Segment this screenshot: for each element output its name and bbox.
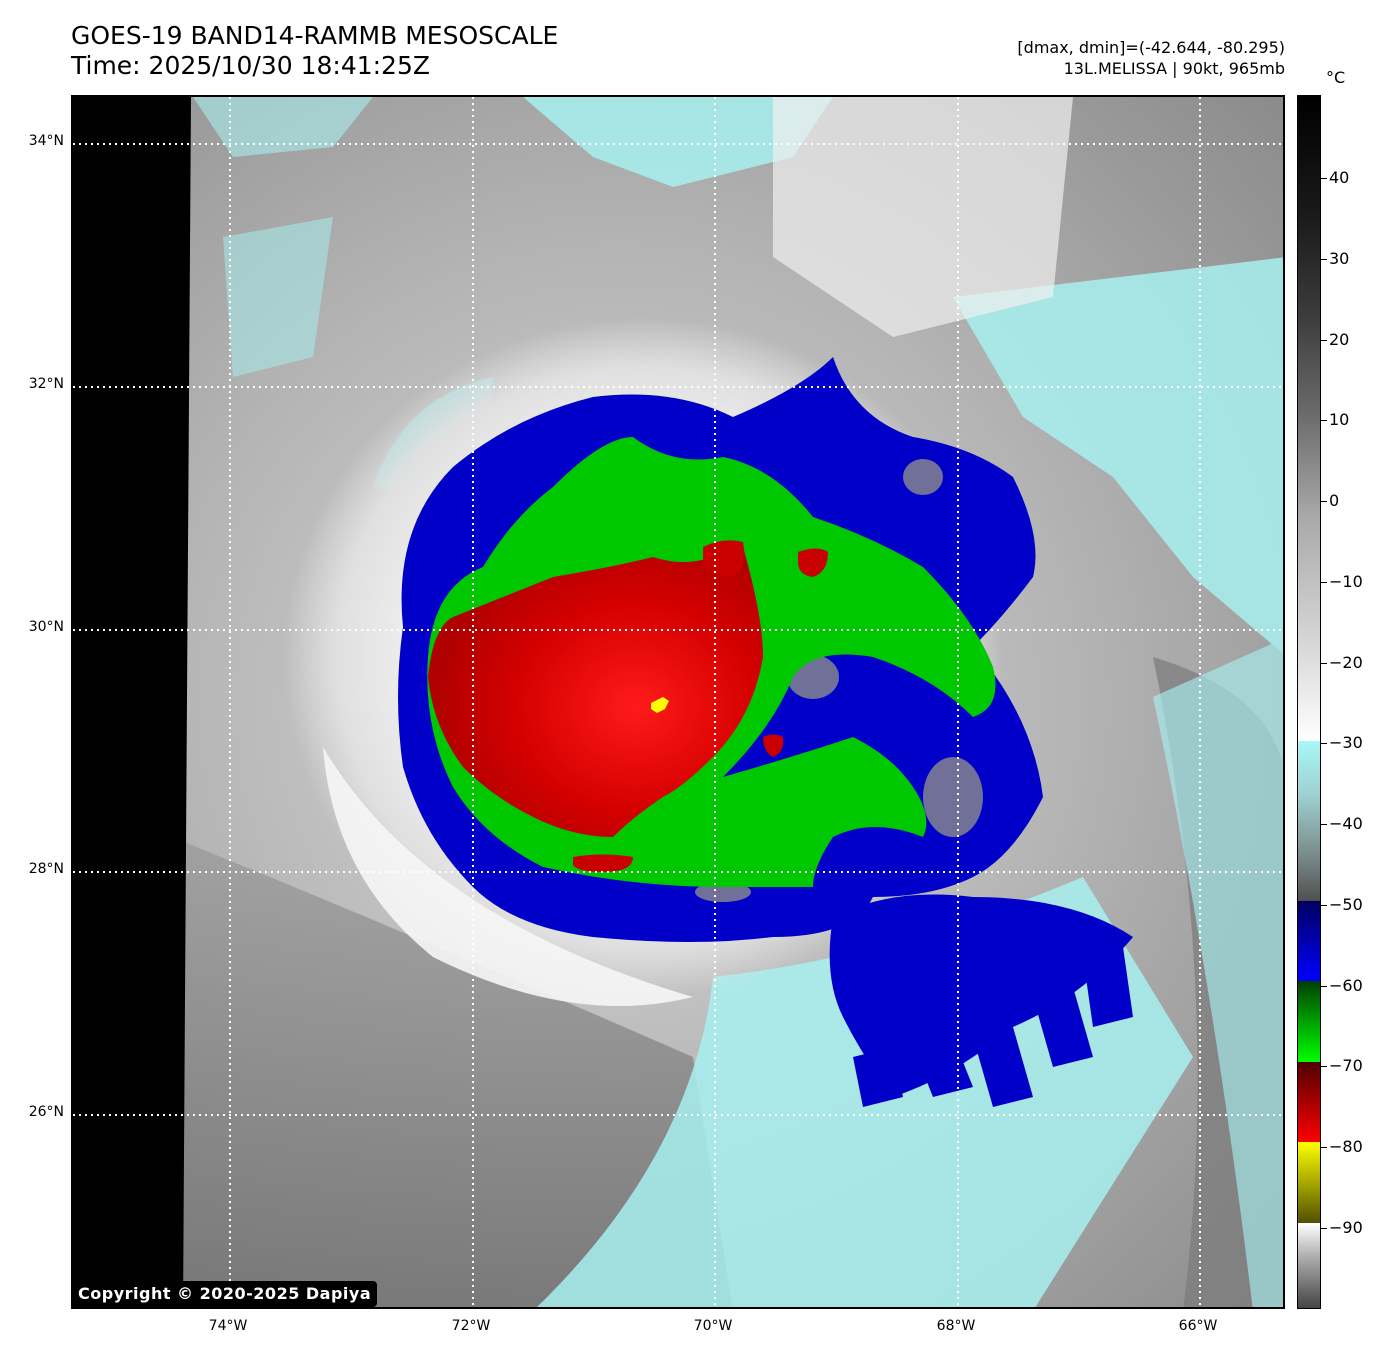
colorbar-unit: °C xyxy=(1326,68,1346,87)
observation-time: Time: 2025/10/30 18:41:25Z xyxy=(71,51,430,80)
lat-label-30n: 30°N xyxy=(28,619,64,635)
colorbar-label-20: 20 xyxy=(1329,330,1350,349)
colorbar-label-30: 30 xyxy=(1329,249,1350,268)
no-data-strip xyxy=(73,97,191,1307)
colorbar-label-0: 0 xyxy=(1329,491,1340,510)
colorbar-label-10: 10 xyxy=(1329,410,1350,429)
storm-info: 13L.MELISSA | 90kt, 965mb xyxy=(1063,59,1285,78)
temperature-colorbar xyxy=(1297,95,1321,1309)
red-cold-core xyxy=(428,547,763,837)
lat-label-34n: 34°N xyxy=(28,133,64,149)
lat-label-26n: 26°N xyxy=(28,1104,64,1120)
lon-label-66w: 66°W xyxy=(1178,1318,1218,1334)
colorbar-label-minus50: −50 xyxy=(1329,895,1363,914)
lat-lon-grid xyxy=(73,97,1283,1307)
colorbar-label-minus40: −40 xyxy=(1329,814,1363,833)
colorbar-label-minus60: −60 xyxy=(1329,976,1363,995)
colorbar-label-minus30: −30 xyxy=(1329,733,1363,752)
colorbar-label-minus10: −10 xyxy=(1329,572,1363,591)
lon-label-72w: 72°W xyxy=(451,1318,491,1334)
satellite-image xyxy=(71,95,1285,1309)
temperature-range: [dmax, dmin]=(-42.644, -80.295) xyxy=(1017,38,1285,57)
lat-label-28n: 28°N xyxy=(28,861,64,877)
colorbar-label-minus80: −80 xyxy=(1329,1137,1363,1156)
chart-title: GOES-19 BAND14-RAMMB MESOSCALE xyxy=(71,21,559,50)
copyright-notice: Copyright © 2020-2025 Dapiya xyxy=(72,1281,378,1307)
lon-label-70w: 70°W xyxy=(693,1318,733,1334)
colorbar-label-minus20: −20 xyxy=(1329,653,1363,672)
yellow-coldest-spot xyxy=(651,697,669,713)
blue-rainband xyxy=(853,947,1133,1107)
colorbar-label-minus70: −70 xyxy=(1329,1056,1363,1075)
lat-label-32n: 32°N xyxy=(28,376,64,392)
colorbar-label-40: 40 xyxy=(1329,168,1350,187)
lon-label-74w: 74°W xyxy=(208,1318,248,1334)
colorbar-label-minus90: −90 xyxy=(1329,1218,1363,1237)
lon-label-68w: 68°W xyxy=(936,1318,976,1334)
